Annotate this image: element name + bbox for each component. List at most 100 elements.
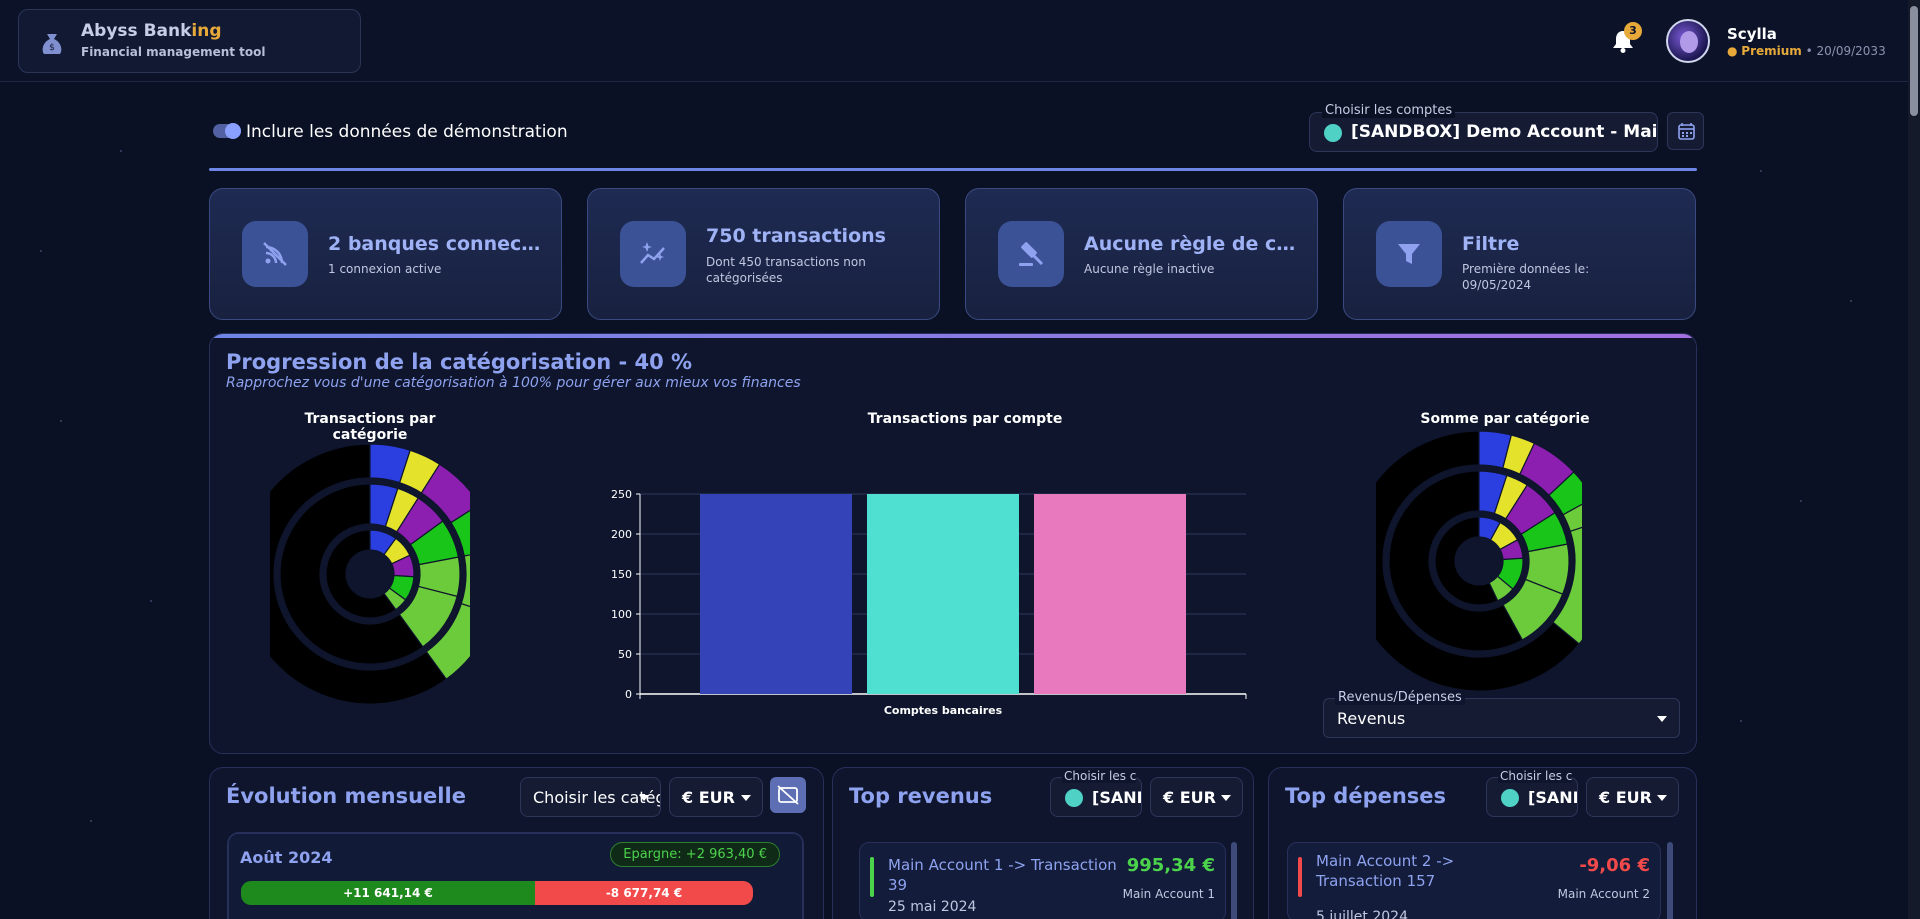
bar-2[interactable] [867, 494, 1019, 694]
app-subtitle: Financial management tool [81, 45, 266, 59]
stat-description: Dont 450 transactions non catégorisées [706, 255, 866, 285]
transaction-date: 25 mai 2024 [888, 899, 977, 915]
stat-title: 2 banques connectées [328, 233, 543, 255]
stat-description: 1 connexion active [328, 262, 442, 276]
monthly-evolution-title: Évolution mensuelle [226, 784, 466, 808]
bar-chart-accounts[interactable]: 0 50 100 150 200 250 Comptes bancaires [600, 444, 1480, 744]
bar-3[interactable] [1034, 494, 1186, 694]
transaction-account: Main Account 1 [1122, 887, 1215, 901]
donut-slice-inner-6[interactable] [1552, 521, 1582, 645]
donut-slice-middle-0[interactable] [279, 483, 424, 665]
month-item[interactable]: Août 2024 Epargne: +2 963,40 € +11 641,1… [228, 833, 803, 919]
stat-icon-box [620, 221, 686, 287]
revenus-accounts-label: Choisir les comptes [1062, 769, 1136, 783]
donut-chart-sum[interactable] [1376, 430, 1582, 692]
expense-bar: -8 677,74 € [535, 881, 753, 905]
progress-accent-line [210, 334, 1696, 338]
donut-slice-outer-0[interactable] [1434, 516, 1499, 606]
donut-slice-outer-5[interactable] [383, 587, 407, 611]
brand-block[interactable]: $ Abyss Banking Financial management too… [18, 9, 361, 73]
account-color-dot [1065, 789, 1083, 807]
income-bar: +11 641,14 € [241, 881, 535, 905]
depenses-currency-select[interactable]: € EUR [1586, 777, 1679, 817]
accounts-select-label: Choisir les comptes [1322, 103, 1456, 118]
depenses-accounts-label: Choisir les comptes [1498, 769, 1572, 783]
app-name: Abyss Banking [81, 21, 222, 41]
transaction-item[interactable]: Main Account 1 -> Transaction 39 25 mai … [859, 842, 1226, 919]
list-scrollbar[interactable] [1667, 842, 1673, 919]
donut-slice-outer-5[interactable] [1488, 575, 1514, 602]
currency-select[interactable]: € EUR [669, 777, 763, 817]
stat-description: Aucune règle inactive [1084, 262, 1215, 276]
money-bag-icon: $ [42, 34, 62, 54]
donut-slice-inner-6[interactable] [425, 602, 470, 681]
accounts-select[interactable]: [SANDBOX] Demo Account - Main Account [1309, 112, 1658, 152]
account-color-dot [1324, 124, 1342, 142]
y-tick-label: 100 [611, 608, 632, 621]
donut-slice-middle-6[interactable] [1502, 578, 1564, 641]
progress-subtitle: Rapprochez vous d'une catégorisation à 1… [226, 375, 801, 391]
revenus-depenses-value: Revenus [1337, 709, 1406, 728]
stat-card-filter[interactable]: Filtre Première données le: 09/05/2024 [1343, 188, 1696, 320]
stat-card-transactions[interactable]: 750 transactions Dont 450 transactions n… [587, 188, 940, 320]
filter-icon [1398, 244, 1420, 264]
depenses-accounts-select[interactable]: [SANDBOX] [1486, 777, 1578, 817]
calendar-button[interactable] [1667, 112, 1704, 150]
stat-icon-box [242, 221, 308, 287]
revenus-depenses-label: Revenus/Dépenses [1335, 690, 1465, 705]
hide-values-button[interactable] [770, 777, 806, 813]
stat-card-banks[interactable]: 2 banques connectées 1 connexion active [209, 188, 562, 320]
y-tick-label: 0 [625, 688, 632, 701]
avatar[interactable] [1666, 19, 1710, 63]
transaction-amount: 995,34 € [1126, 855, 1215, 876]
donut-slice-inner-0[interactable] [1376, 430, 1581, 692]
categories-select-placeholder: Choisir les catégories [533, 788, 660, 807]
page-scrollbar[interactable] [1908, 0, 1920, 919]
donut-chart-categories[interactable] [270, 444, 470, 704]
transaction-name: Main Account 1 -> Transaction 39 [888, 856, 1117, 894]
top-revenus-title: Top revenus [849, 784, 993, 808]
stat-icon-box [1376, 221, 1442, 287]
y-tick-label: 150 [611, 568, 632, 581]
donut-slice-inner-0[interactable] [270, 444, 448, 704]
stat-icon-box [998, 221, 1064, 287]
stat-card-rules[interactable]: Aucune règle de catégorisation Aucune rè… [965, 188, 1318, 320]
notification-badge: 3 [1624, 22, 1642, 40]
wifi-signal-icon [263, 242, 287, 266]
chart-title-sum: Somme par catégorie [1420, 411, 1590, 427]
svg-text:$: $ [49, 43, 55, 53]
donut-slice-middle-6[interactable] [398, 585, 458, 648]
revenus-currency-select[interactable]: € EUR [1150, 777, 1243, 817]
calendar-icon [1678, 123, 1695, 140]
categories-select[interactable]: Choisir les catégories [520, 777, 661, 817]
stat-description: Première données le: 09/05/2024 [1462, 262, 1590, 292]
y-tick-label: 250 [611, 488, 632, 501]
month-name: Août 2024 [240, 848, 333, 867]
expense-stripe [1298, 857, 1302, 897]
donut-slice-outer-0[interactable] [325, 529, 397, 619]
monthly-evolution-card: Évolution mensuelle Choisir les catégori… [209, 767, 824, 919]
accounts-select-value: [SANDBOX] Demo Account - Main Account [1351, 122, 1658, 142]
progress-title: Progression de la catégorisation - 40 % [226, 350, 693, 374]
chart-title-categories: Transactions par catégorie [304, 411, 436, 443]
user-name: Scylla [1727, 25, 1777, 43]
donut-slice-middle-0[interactable] [1388, 470, 1524, 652]
transaction-account: Main Account 2 [1557, 887, 1650, 901]
donut-slice-inner-4[interactable] [450, 504, 470, 557]
transaction-date: 5 juillet 2024 [1316, 909, 1408, 919]
stat-title: Aucune règle de catégorisation [1084, 233, 1299, 255]
sparkle-chart-icon [640, 242, 665, 264]
demo-data-toggle[interactable] [213, 123, 241, 139]
gavel-icon [1019, 242, 1044, 266]
depenses-currency-value: € EUR [1599, 788, 1652, 807]
transaction-amount: -9,06 € [1579, 855, 1650, 876]
transaction-item[interactable]: Main Account 2 -> Transaction 157 5 juil… [1287, 842, 1661, 919]
donut-slice-inner-5[interactable] [460, 550, 470, 615]
currency-select-value: € EUR [682, 788, 735, 807]
bar-1[interactable] [700, 494, 852, 694]
revenus-accounts-select[interactable]: [SANDBOX] [1050, 777, 1142, 817]
income-stripe [870, 857, 874, 897]
depenses-accounts-value: [SANDBOX] [1528, 788, 1577, 807]
chevron-down-icon [1657, 795, 1667, 801]
list-scrollbar[interactable] [1231, 842, 1237, 919]
